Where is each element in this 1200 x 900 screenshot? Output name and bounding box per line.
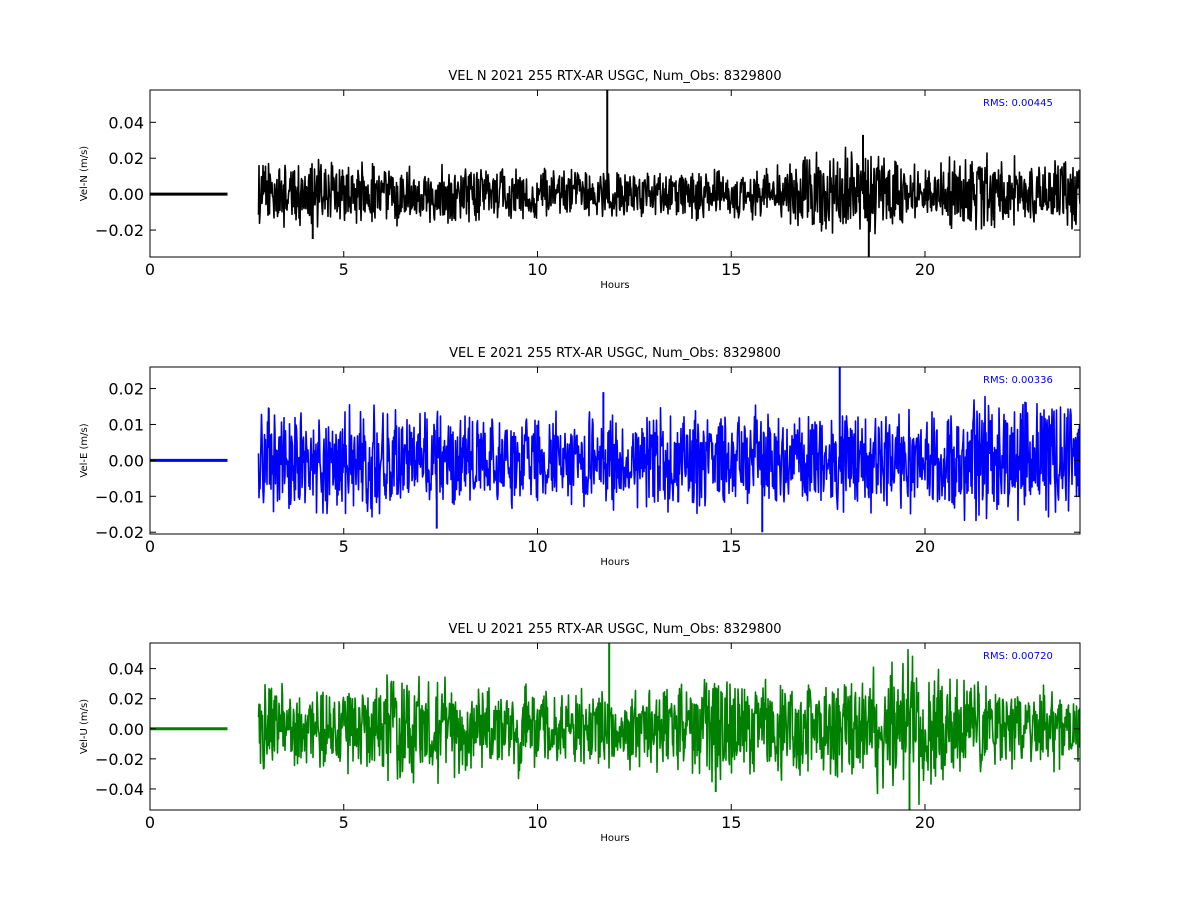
y-tick-label: −0.04 [95, 780, 144, 799]
x-axis-label: Hours [600, 557, 629, 568]
x-axis-label: Hours [600, 833, 629, 844]
noise-trace [257, 146, 1080, 235]
x-tick-label: 5 [339, 813, 349, 832]
y-axis-label: Vel-U (m/s) [79, 699, 90, 754]
y-tick-label: 0.00 [108, 451, 144, 470]
panel-2: VEL E 2021 255 RTX-AR USGC, Num_Obs: 832… [79, 346, 1081, 568]
rms-annotation: RMS: 0.00336 [983, 375, 1053, 386]
x-tick-label: 0 [145, 537, 155, 556]
y-axis-label: Vel-N (m/s) [79, 146, 90, 201]
y-tick-label: −0.02 [95, 221, 144, 240]
y-tick-label: 0.04 [108, 660, 144, 679]
y-tick-label: 0.02 [108, 690, 144, 709]
y-tick-label: 0.01 [108, 415, 144, 434]
rms-annotation: RMS: 0.00720 [983, 651, 1053, 662]
panel-1: VEL N 2021 255 RTX-AR USGC, Num_Obs: 832… [79, 69, 1081, 291]
rms-annotation: RMS: 0.00445 [983, 98, 1053, 109]
chart-title: VEL N 2021 255 RTX-AR USGC, Num_Obs: 832… [448, 69, 781, 84]
y-tick-label: 0.02 [108, 149, 144, 168]
series-trace [150, 90, 1080, 257]
axes-frame [149, 642, 1081, 811]
y-tick-label: 0.00 [108, 185, 144, 204]
x-tick-label: 0 [145, 813, 155, 832]
y-axis-label: Vel-E (m/s) [79, 423, 90, 477]
x-axis-label: Hours [600, 280, 629, 291]
y-tick-label: −0.02 [95, 523, 144, 542]
axes-frame [149, 89, 1081, 258]
series-trace [150, 643, 1080, 810]
x-tick-label: 10 [527, 813, 547, 832]
y-tick-label: 0.04 [108, 113, 144, 132]
x-tick-label: 15 [721, 260, 741, 279]
x-tick-label: 20 [915, 813, 935, 832]
x-tick-label: 10 [527, 537, 547, 556]
x-tick-label: 5 [339, 260, 349, 279]
chart-title: VEL E 2021 255 RTX-AR USGC, Num_Obs: 832… [449, 346, 781, 361]
noise-trace [257, 395, 1080, 522]
x-tick-label: 15 [721, 813, 741, 832]
chart-title: VEL U 2021 255 RTX-AR USGC, Num_Obs: 832… [448, 622, 781, 637]
y-tick-label: 0.02 [108, 380, 144, 399]
x-tick-label: 20 [915, 537, 935, 556]
series-trace [150, 367, 1080, 533]
x-tick-label: 15 [721, 537, 741, 556]
y-tick-label: 0.00 [108, 720, 144, 739]
x-tick-label: 0 [145, 260, 155, 279]
y-tick-label: −0.01 [95, 487, 144, 506]
axes-frame [149, 366, 1081, 535]
y-tick-label: −0.02 [95, 750, 144, 769]
noise-trace [257, 648, 1080, 805]
panel-3: VEL U 2021 255 RTX-AR USGC, Num_Obs: 832… [79, 622, 1081, 844]
x-tick-label: 10 [527, 260, 547, 279]
x-tick-label: 20 [915, 260, 935, 279]
x-tick-label: 5 [339, 537, 349, 556]
